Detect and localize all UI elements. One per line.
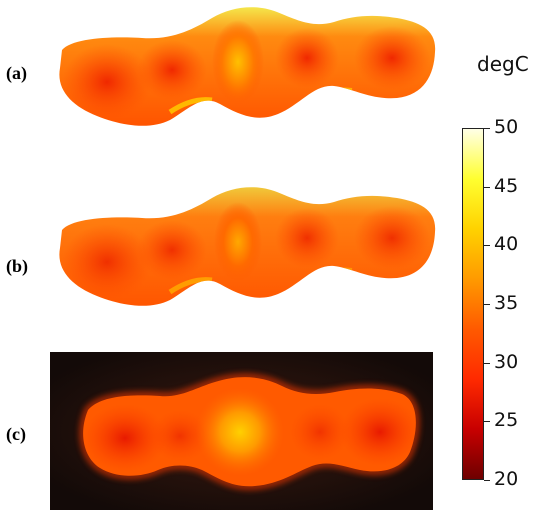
panel-label-c: (c) [6,424,26,444]
colorbar-tick-mark [484,480,490,481]
colorbar-tick-mark [484,187,490,188]
colorbar-tick-mark [484,421,490,422]
colorbar-tick-label: 20 [494,468,519,490]
simulation-surface-b-graphic [59,187,436,306]
simulation-surface-a-graphic [59,7,436,126]
infrared-thermal-graphic [50,352,433,510]
panel-label-a: (a) [6,63,27,83]
colorbar-tick-mark [484,128,490,129]
colorbar-tick-mark [484,245,490,246]
colorbar-tick-mark [484,363,490,364]
panel-label-b: (b) [6,256,28,276]
simulation-surface-a [52,0,444,135]
colorbar [462,128,484,480]
infrared-thermal-image [50,352,433,510]
colorbar-tick-mark [484,304,490,305]
colorbar-unit-label: degC [477,52,529,76]
colorbar-tick-label: 35 [494,292,519,314]
simulation-surface-b [52,180,444,315]
colorbar-tick-label: 40 [494,233,519,255]
colorbar-tick-label: 45 [494,175,519,197]
colorbar-tick-label: 50 [494,116,519,138]
colorbar-tick-label: 30 [494,351,519,373]
colorbar-tick-label: 25 [494,409,519,431]
